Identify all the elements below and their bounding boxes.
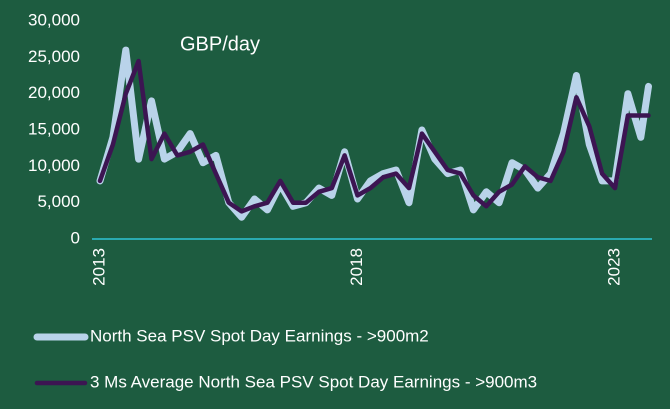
chart-title: GBP/day	[180, 33, 260, 55]
line-series	[97, 58, 651, 214]
line-series	[96, 46, 652, 221]
x-tick-label: 2018	[347, 248, 366, 286]
y-tick-label: 20,000	[28, 83, 80, 102]
legend-label: 3 Ms Average North Sea PSV Spot Day Earn…	[90, 372, 537, 391]
y-tick-label: 15,000	[28, 119, 80, 138]
x-tick-label: 2013	[89, 248, 108, 286]
x-tick-label: 2023	[604, 248, 623, 286]
y-tick-label: 5,000	[37, 192, 80, 211]
y-tick-label: 25,000	[28, 47, 80, 66]
y-tick-label: 0	[71, 228, 80, 247]
y-tick-label: 30,000	[28, 10, 80, 29]
legend-label: North Sea PSV Spot Day Earnings - >900m2	[90, 326, 429, 345]
y-tick-label: 10,000	[28, 156, 80, 175]
